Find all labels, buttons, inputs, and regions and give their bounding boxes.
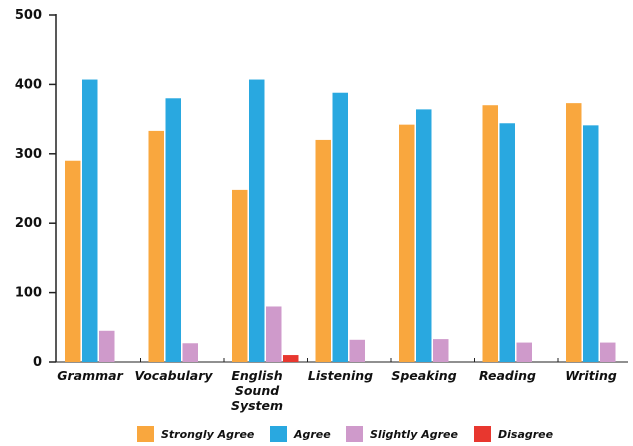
bar-slightly-agree-english-sound-system <box>266 306 282 362</box>
legend-label: Agree <box>293 428 331 441</box>
legend-swatch <box>474 426 491 442</box>
x-category-label: System <box>231 398 283 413</box>
bar-agree-grammar <box>82 79 98 363</box>
x-category-label: Speaking <box>391 368 456 383</box>
y-tick-label: 0 <box>33 355 42 370</box>
legend-swatch <box>270 426 287 442</box>
bar-slightly-agree-speaking <box>433 339 449 362</box>
x-category-label: Writing <box>565 368 617 383</box>
bar-slightly-agree-listening <box>349 339 365 362</box>
legend-swatch <box>346 426 363 442</box>
bar-strongly-agree-reading <box>482 105 498 362</box>
y-tick-label: 300 <box>15 147 42 162</box>
bar-agree-speaking <box>416 109 432 362</box>
legend-label: Slightly Agree <box>370 428 458 441</box>
legend: Strongly Agree Agree Slightly Agree Disagre… <box>137 426 554 442</box>
bar-strongly-agree-english-sound-system <box>232 189 248 362</box>
y-tick-label: 200 <box>15 216 42 231</box>
bar-agree-english-sound-system <box>249 79 265 363</box>
y-tick-label: 100 <box>15 286 42 301</box>
legend-label: Strongly Agree <box>161 428 255 441</box>
bar-slightly-agree-grammar <box>99 330 115 362</box>
y-axis-ticks: 0 100 200 300 400 500 <box>15 8 56 370</box>
legend-label: Disagree <box>498 428 554 441</box>
bar-strongly-agree-listening <box>315 139 331 362</box>
x-category-label: Grammar <box>57 368 123 383</box>
bar-strongly-agree-vocabulary <box>148 130 164 362</box>
x-category-label: Sound <box>235 383 280 398</box>
bar-agree-listening <box>332 92 348 362</box>
x-category-label: Listening <box>308 368 373 383</box>
bar-agree-writing <box>583 125 599 362</box>
bar-agree-reading <box>499 123 515 362</box>
x-category-label: Vocabulary <box>134 368 213 383</box>
bars <box>65 79 616 363</box>
bar-strongly-agree-speaking <box>399 124 415 362</box>
bar-strongly-agree-grammar <box>65 160 81 362</box>
bar-slightly-agree-writing <box>600 342 616 362</box>
bar-slightly-agree-reading <box>516 342 532 362</box>
bar-disagree-english-sound-system <box>283 355 299 362</box>
bar-slightly-agree-vocabulary <box>182 343 198 362</box>
legend-swatch <box>137 426 154 442</box>
x-category-label: English <box>231 368 282 383</box>
bar-agree-vocabulary <box>165 98 181 362</box>
bar-strongly-agree-writing <box>566 103 582 362</box>
y-tick-label: 400 <box>15 77 42 92</box>
x-category-label: Reading <box>479 368 536 383</box>
y-tick-label: 500 <box>15 8 42 23</box>
